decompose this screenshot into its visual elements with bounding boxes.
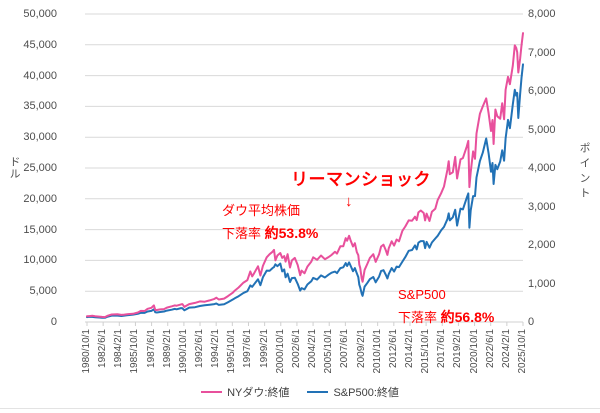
x-tick-label: 1980/10/1 [81, 329, 92, 374]
y-right-tick-label: 4,000 [528, 162, 556, 174]
x-tick-label: 2005/10/1 [323, 329, 335, 374]
y-left-tick-label: 0 [50, 316, 57, 328]
x-tick-label: 2015/10/1 [420, 329, 432, 374]
y-axis-left-title: ドル [8, 156, 20, 180]
y-right-tick-label: 2,000 [528, 239, 556, 251]
y-right-tick-label: 5,000 [528, 123, 556, 136]
y-left-tick-label: 20,000 [23, 192, 57, 205]
x-tick-label: 1999/2/1 [258, 329, 270, 368]
x-tick-label: 2009/2/1 [355, 329, 367, 368]
annotation-dow-drawdown-prefix: 下落率 [222, 226, 265, 241]
y-left-tick-label: 40,000 [23, 69, 57, 82]
legend: NYダウ:終値 S&P500:終値 [0, 383, 600, 401]
x-tick-label: 1990/10/1 [177, 329, 189, 374]
y-right-tick-label: 8,000 [528, 8, 556, 20]
annotation-sp500-drawdown-line1: S&P500 [398, 287, 446, 302]
y-axis-right-title: ポイント [578, 142, 590, 202]
x-tick-label: 2022/6/1 [484, 329, 496, 368]
annotation-dow-drawdown: ダウ平均株価 下落率 約53.8% [222, 199, 318, 245]
y-left-tick-label: 5,000 [29, 285, 57, 298]
series-line-sp500 [86, 63, 524, 319]
x-tick-label: 1994/2/1 [210, 329, 222, 368]
annotation-sp500-drawdown-line2: 下落率 約56.8% [398, 306, 494, 329]
annotation-sp500-drawdown-prefix: 下落率 [398, 310, 441, 325]
annotation-sp500-drawdown: S&P500 下落率 約56.8% [398, 283, 494, 329]
legend-swatch-sp500-line [307, 391, 329, 393]
y-right-tick-label: 1,000 [528, 277, 556, 290]
y-left-tick-label: 35,000 [23, 100, 57, 113]
legend-item-sp500: S&P500:終値 [307, 384, 399, 400]
x-tick-label: 2025/10/1 [517, 329, 528, 374]
x-tick-label: 2007/6/1 [339, 329, 351, 368]
x-tick-label: 1995/10/1 [226, 329, 238, 374]
y-left-tick-label: 15,000 [23, 223, 57, 236]
annotation-lehman-arrow-icon: ↓ [345, 193, 353, 210]
x-tick-label: 1984/2/1 [113, 329, 125, 368]
legend-item-nydow: NYダウ:終値 [201, 384, 289, 400]
series-line-nydow [86, 32, 524, 319]
x-tick-label: 1987/6/1 [145, 329, 157, 368]
y-left-tick-label: 50,000 [23, 8, 57, 20]
x-tick-label: 1982/6/1 [97, 329, 109, 368]
x-tick-label: 2017/6/1 [436, 329, 448, 368]
x-tick-label: 1997/6/1 [242, 329, 254, 368]
x-tick-label: 1985/10/1 [129, 329, 141, 374]
y-left-tick-label: 10,000 [23, 254, 57, 267]
y-left-tick-label: 25,000 [23, 162, 57, 174]
legend-label-nydow: NYダウ:終値 [227, 387, 290, 399]
y-right-tick-label: 3,000 [528, 200, 556, 213]
x-tick-label: 2014/2/1 [403, 329, 415, 368]
y-left-tick-label: 45,000 [23, 38, 57, 51]
x-tick-label: 2000/10/1 [274, 329, 286, 374]
annotation-dow-drawdown-value: 約53.8% [264, 225, 319, 241]
y-left-tick-label: 30,000 [23, 131, 57, 144]
annotation-dow-drawdown-line1: ダウ平均株価 [222, 203, 301, 218]
y-right-tick-label: 7,000 [528, 46, 556, 59]
x-tick-label: 2019/2/1 [452, 329, 464, 368]
y-right-tick-label: 0 [528, 316, 535, 328]
x-tick-label: 2020/10/1 [468, 329, 480, 374]
x-tick-label: 1992/6/1 [194, 329, 206, 368]
x-tick-label: 2004/2/1 [307, 329, 319, 368]
x-tick-label: 2012/6/1 [387, 329, 399, 368]
x-tick-label: 1989/2/1 [161, 329, 173, 368]
x-tick-label: 2024/2/1 [500, 329, 512, 368]
annotation-lehman-shock: リーマンショック [291, 170, 431, 189]
x-tick-label: 2010/10/1 [371, 329, 383, 374]
legend-swatch-nydow-line [201, 391, 223, 393]
annotation-sp500-drawdown-value: 約56.8% [440, 309, 495, 325]
bottom-divider [0, 408, 600, 409]
x-tick-label: 2002/6/1 [290, 329, 302, 368]
legend-label-sp500: S&P500:終値 [333, 387, 399, 399]
annotation-dow-drawdown-line2: 下落率 約53.8% [222, 222, 318, 245]
y-right-tick-label: 6,000 [528, 85, 556, 97]
